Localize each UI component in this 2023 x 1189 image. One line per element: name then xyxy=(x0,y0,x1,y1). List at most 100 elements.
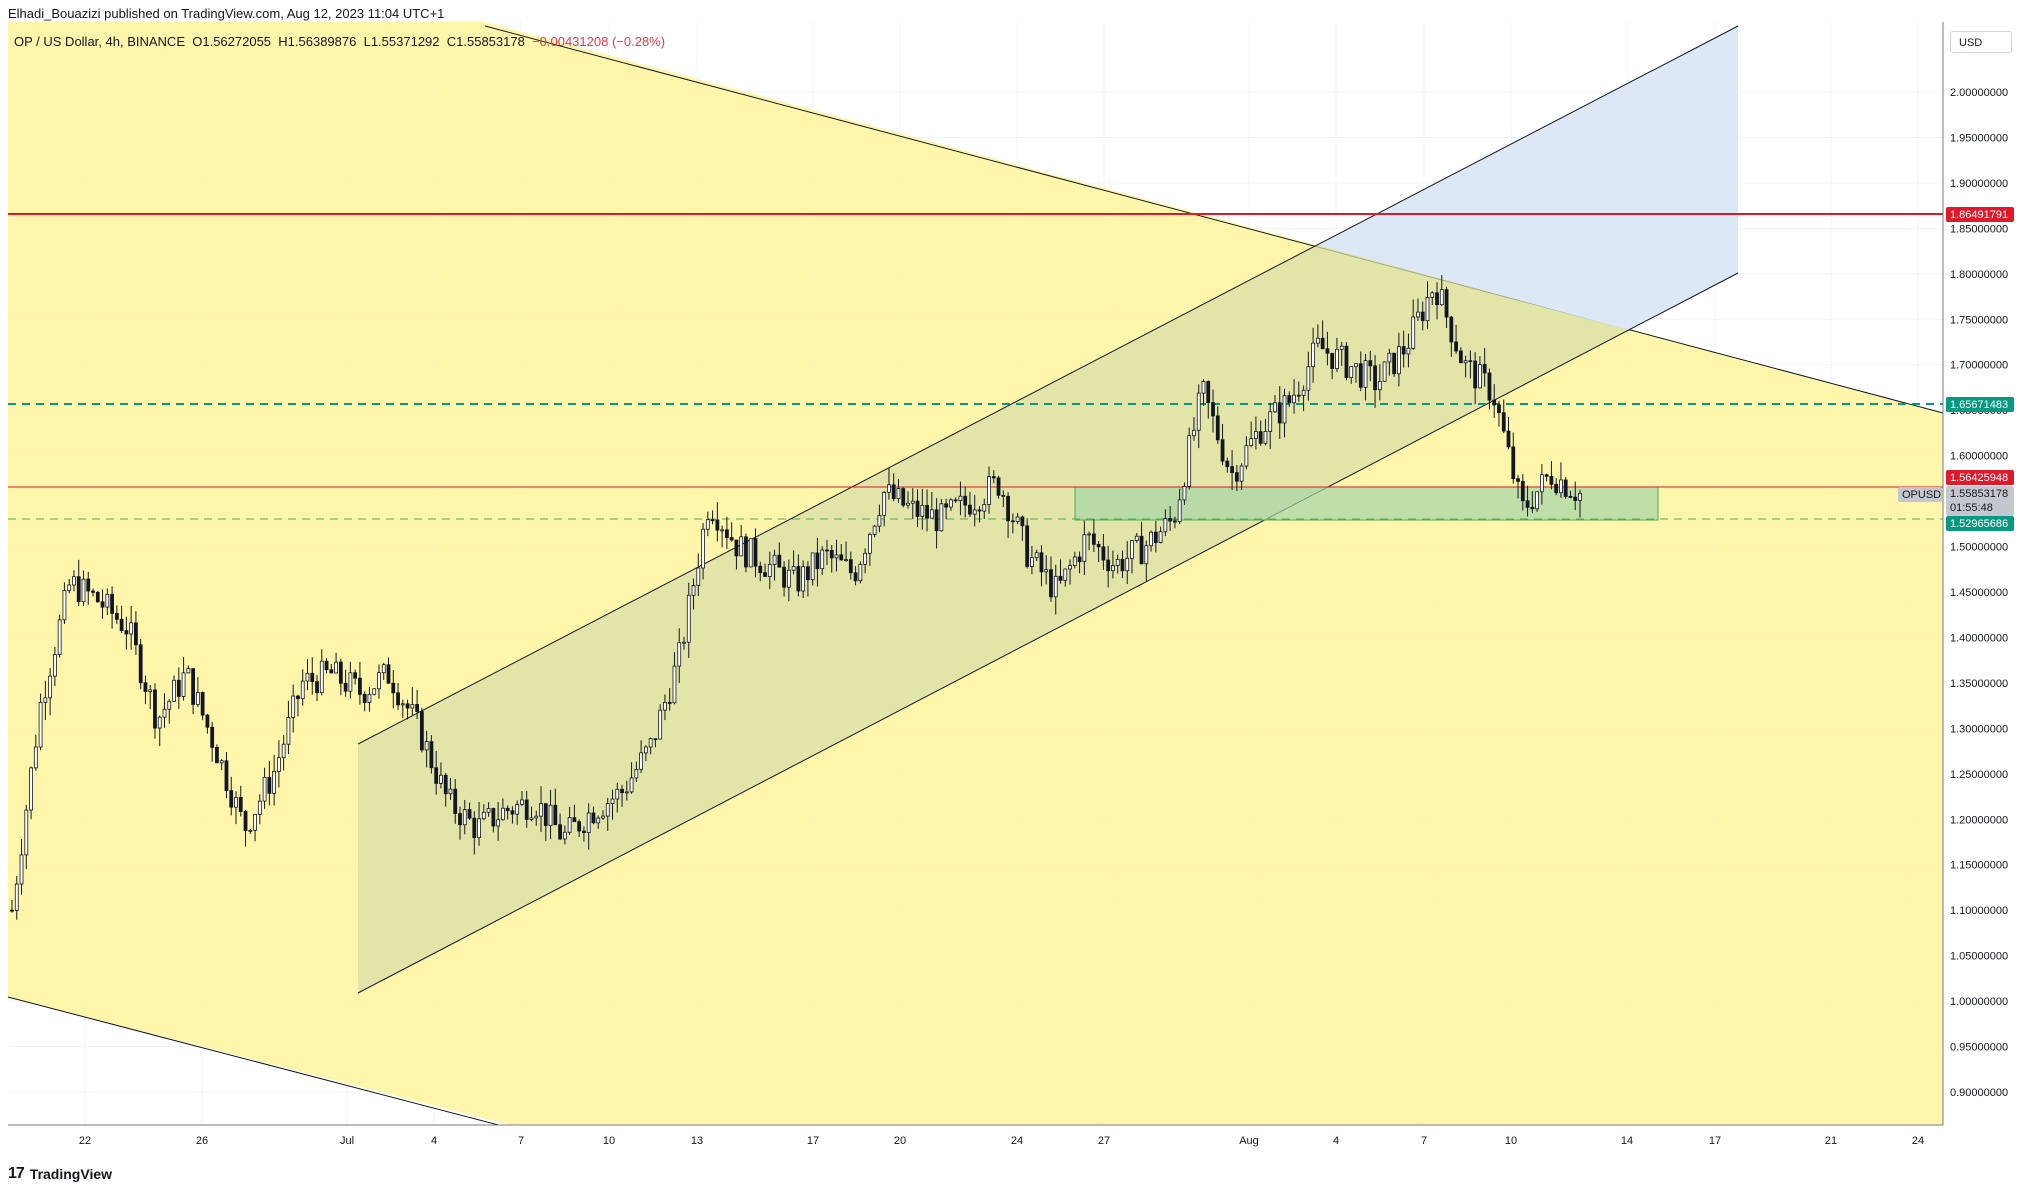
time-tick-label: 13 xyxy=(691,1135,703,1147)
candle-body xyxy=(729,537,734,541)
candle-body xyxy=(744,536,748,568)
candle-body xyxy=(934,509,939,532)
candle-body xyxy=(1196,392,1201,431)
candle-body xyxy=(167,700,172,710)
candle-body xyxy=(72,576,76,586)
candle-body xyxy=(1325,348,1330,354)
candle-body xyxy=(1525,500,1530,508)
candle-body xyxy=(705,519,710,530)
candle-body xyxy=(634,768,639,779)
candle-body xyxy=(786,569,791,588)
candle-body xyxy=(291,695,296,718)
candle-body xyxy=(377,672,381,690)
candle-body xyxy=(724,529,729,538)
candle-body xyxy=(448,788,453,795)
candle-body xyxy=(591,812,596,824)
candle-body xyxy=(920,504,925,517)
candle-body xyxy=(1001,494,1006,497)
candle-body xyxy=(1282,395,1287,424)
price-tick-label: 1.90000000 xyxy=(1950,178,2008,190)
candle-body xyxy=(1354,363,1358,368)
candle-body xyxy=(453,788,458,814)
candle-body xyxy=(605,803,610,817)
price-tick-label: 0.95000000 xyxy=(1950,1042,2008,1054)
candle-body xyxy=(958,495,963,502)
price-axis[interactable] xyxy=(1943,22,2023,1125)
symbol-legend[interactable]: OP / US Dollar, 4h, BINANCE O1.56272055 … xyxy=(14,34,665,49)
tag-upper-dashed: 1.65671483 xyxy=(1946,397,2014,412)
candle-body xyxy=(1163,518,1168,533)
candle-body xyxy=(286,717,291,745)
candle-body xyxy=(1463,360,1468,364)
open-label: O xyxy=(192,34,203,49)
candle-body xyxy=(1573,496,1578,501)
price-tick-label: 0.90000000 xyxy=(1950,1087,2008,1099)
candle-body xyxy=(577,821,582,832)
candle-body xyxy=(925,504,929,519)
price-tick-label: 1.35000000 xyxy=(1950,678,2008,690)
channel-upper-line xyxy=(357,25,1739,745)
candle-body xyxy=(143,682,148,692)
candle-body xyxy=(95,592,100,603)
high-value: 1.56389876 xyxy=(287,34,357,49)
candle-body xyxy=(562,831,567,840)
candle-body xyxy=(14,883,19,911)
candle-body xyxy=(1520,481,1525,502)
support-zone-box xyxy=(1074,486,1659,521)
wedge-upper-line xyxy=(484,25,1944,414)
time-tick-label: 10 xyxy=(603,1135,615,1147)
candle-body xyxy=(1382,361,1387,382)
candle-body xyxy=(1172,520,1177,523)
candle-body xyxy=(1177,499,1182,522)
candle-body xyxy=(1292,394,1296,404)
time-axis[interactable] xyxy=(0,1125,2023,1155)
candle-body xyxy=(796,566,801,592)
candle-body xyxy=(1258,431,1263,444)
close-label: C xyxy=(446,34,457,49)
candle-body xyxy=(353,672,358,679)
candle-body xyxy=(982,503,987,512)
candle-body xyxy=(100,601,105,608)
candle-body xyxy=(467,809,472,819)
time-tick-label: Aug xyxy=(1239,1135,1259,1147)
price-tick-label: 1.10000000 xyxy=(1950,905,2008,917)
price-tick-label: 1.95000000 xyxy=(1950,132,2008,144)
candle-body xyxy=(191,668,196,705)
candle-body xyxy=(1549,476,1554,485)
price-tick-label: 1.85000000 xyxy=(1950,223,2008,235)
candle-body xyxy=(810,552,815,581)
candle-body xyxy=(601,815,605,819)
candle-body xyxy=(1239,465,1244,482)
candle-body xyxy=(839,554,844,561)
candle-body xyxy=(1077,556,1082,563)
time-tick-label: 7 xyxy=(1421,1135,1427,1147)
candle-body xyxy=(1249,438,1254,447)
symbol-title[interactable]: OP / US Dollar, 4h, BINANCE xyxy=(14,34,185,49)
candle-body xyxy=(338,661,343,684)
candle-body xyxy=(1406,347,1411,355)
time-tick-label: 7 xyxy=(518,1135,524,1147)
candle-body xyxy=(1072,556,1077,566)
candle-body xyxy=(1335,348,1339,369)
candle-body xyxy=(996,477,1001,496)
candle-body xyxy=(1068,565,1072,570)
candle-body xyxy=(1559,479,1563,494)
candle-body xyxy=(1273,402,1277,413)
tradingview-logo[interactable]: 17 TradingView xyxy=(8,1165,112,1183)
candle-body xyxy=(1215,415,1220,441)
candle-body xyxy=(1425,297,1430,322)
candle-body xyxy=(443,774,448,795)
candle-body xyxy=(153,689,157,729)
candle-body xyxy=(410,704,415,709)
candle-body xyxy=(1182,485,1187,501)
candle-body xyxy=(300,680,305,700)
candle-body xyxy=(57,619,62,655)
candle-body xyxy=(19,854,24,885)
currency-button[interactable]: USD xyxy=(1950,31,2012,53)
candle-body xyxy=(686,594,691,643)
time-tick-label: 21 xyxy=(1825,1135,1837,1147)
time-tick-label: 4 xyxy=(431,1135,437,1147)
candle-body xyxy=(186,668,191,674)
candle-body xyxy=(1111,565,1115,572)
